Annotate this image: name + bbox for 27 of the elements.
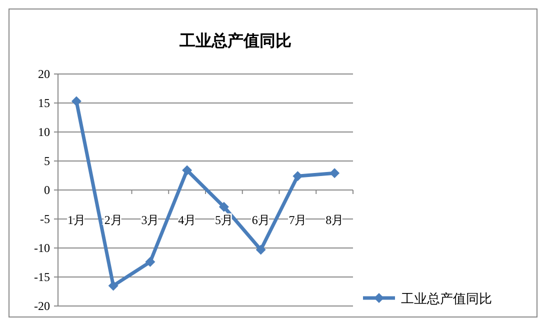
- x-tick-label: 8月: [326, 213, 344, 227]
- x-tick-label: 2月: [104, 213, 122, 227]
- point: [71, 96, 82, 106]
- x-tick-label: 6月: [252, 213, 270, 227]
- y-tick-label: 15: [38, 96, 50, 110]
- x-tick-label: 5月: [214, 213, 233, 227]
- y-tick-label: 0: [44, 183, 50, 197]
- x-tick-label: 3月: [141, 213, 160, 227]
- point: [145, 256, 156, 267]
- y-tick-label: 5: [44, 154, 50, 168]
- point: [218, 202, 229, 212]
- x-tick-label: 7月: [288, 213, 307, 227]
- legend-label: 工业总产值同比: [401, 291, 492, 306]
- y-tick-label: -20: [34, 299, 50, 313]
- y-tick-label: -5: [40, 212, 50, 226]
- point: [292, 171, 303, 182]
- y-tick-label: -15: [34, 270, 50, 284]
- chart-title: 工业总产值同比: [178, 32, 292, 50]
- point: [256, 244, 266, 255]
- point: [108, 280, 118, 291]
- x-tick-label: 1月: [67, 213, 86, 227]
- y-tick-label: 20: [38, 67, 50, 81]
- y-tick-label: 10: [38, 125, 50, 139]
- x-tick-label: 4月: [178, 213, 196, 227]
- y-tick-label: -10: [34, 241, 50, 255]
- point: [182, 165, 192, 176]
- point: [330, 168, 340, 178]
